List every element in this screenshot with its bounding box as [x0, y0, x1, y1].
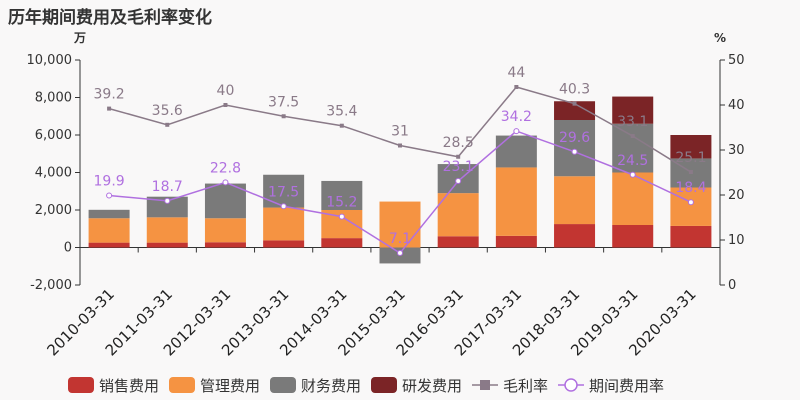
left-axis-unit: 万	[73, 31, 86, 45]
expense-rate-label: 23.1	[443, 159, 474, 175]
legend-swatch	[169, 377, 195, 393]
bar-segment	[496, 236, 537, 248]
bar-segment	[263, 240, 304, 247]
gross-margin-point	[689, 170, 693, 174]
gross-margin-label: 35.4	[326, 104, 357, 120]
legend-marker	[565, 379, 577, 391]
gross-margin-point	[514, 85, 518, 89]
right-tick-label: 10	[728, 233, 745, 248]
left-tick-label: 0	[64, 241, 72, 256]
bar-segment	[89, 210, 130, 218]
right-axis-unit: %	[714, 31, 726, 45]
expense-rate-label: 34.2	[501, 109, 532, 125]
bar-segment	[147, 243, 188, 248]
bar-segment	[670, 226, 711, 248]
expense-rate-point	[456, 179, 461, 184]
legend-swatch	[270, 377, 296, 393]
bar-segment	[205, 218, 246, 242]
expense-rate-point	[223, 180, 228, 185]
right-tick-label: 20	[728, 188, 745, 203]
expense-rate-point	[281, 204, 286, 209]
bar-segment	[89, 218, 130, 242]
gross-margin-label: 40	[217, 83, 235, 99]
bar-segment	[147, 217, 188, 242]
bar-segment	[554, 120, 595, 176]
gross-margin-label: 33.1	[617, 114, 648, 130]
gross-margin-label: 40.3	[559, 82, 590, 98]
bar-segment	[496, 136, 537, 168]
gross-margin-label: 28.5	[443, 135, 474, 151]
gross-margin-label: 39.2	[94, 87, 125, 103]
expense-rate-point	[630, 172, 635, 177]
left-tick-label: -2,000	[30, 278, 72, 293]
expense-rate-point	[514, 129, 519, 134]
expense-rate-point	[107, 193, 112, 198]
legend-label: 毛利率	[503, 377, 548, 395]
gross-margin-label: 25.1	[675, 150, 706, 166]
expense-rate-label: 17.5	[268, 184, 299, 200]
bar-segment	[205, 242, 246, 247]
expense-rate-point	[398, 251, 403, 256]
bar-segment	[263, 208, 304, 241]
expense-rate-label: 18.7	[152, 179, 183, 195]
expense-rate-label: 15.2	[326, 195, 357, 211]
right-tick-label: 0	[728, 278, 736, 293]
gross-margin-point	[107, 107, 111, 111]
right-tick-label: 50	[728, 53, 745, 68]
bar-segment	[554, 176, 595, 224]
gross-margin-point	[340, 124, 344, 128]
expense-rate-point	[165, 198, 170, 203]
left-tick-label: 2,000	[35, 203, 72, 218]
legend-label: 研发费用	[402, 377, 462, 395]
legend-swatch	[371, 377, 397, 393]
gross-margin-point	[631, 134, 635, 138]
bar-segment	[438, 236, 479, 247]
bar-segment	[496, 167, 537, 235]
bar-segment	[612, 225, 653, 248]
legend-label: 期间费用率	[589, 377, 664, 395]
bar-segment	[89, 243, 130, 248]
legend-label: 销售费用	[99, 377, 159, 395]
gross-margin-label: 35.6	[152, 103, 183, 119]
bar-segment	[554, 224, 595, 247]
left-tick-label: 6,000	[35, 128, 72, 143]
bar-segment	[612, 173, 653, 226]
expense-rate-label: 29.6	[559, 130, 590, 146]
right-tick-label: 40	[728, 98, 745, 113]
gross-margin-point	[398, 144, 402, 148]
expense-rate-label: 24.5	[617, 153, 648, 169]
expense-rate-point	[339, 214, 344, 219]
expense-rate-point	[688, 200, 693, 205]
left-tick-label: 4,000	[35, 166, 72, 181]
legend-label: 财务费用	[301, 377, 361, 395]
left-tick-label: 10,000	[27, 53, 73, 68]
legend-marker	[480, 380, 490, 390]
expense-rate-label: 7.1	[389, 231, 411, 247]
legend-swatch	[68, 377, 94, 393]
expense-rate-label: 22.8	[210, 160, 241, 176]
legend-label: 管理费用	[200, 377, 260, 395]
gross-margin-point	[282, 114, 286, 118]
gross-margin-point	[165, 123, 169, 127]
gross-margin-label: 37.5	[268, 94, 299, 110]
expense-rate-label: 19.9	[94, 173, 125, 189]
gross-margin-label: 31	[391, 124, 409, 140]
expense-rate-label: 18.4	[675, 180, 706, 196]
expense-rate-point	[572, 149, 577, 154]
bar-segment	[321, 238, 362, 247]
gross-margin-point	[223, 103, 227, 107]
gross-margin-point	[573, 102, 577, 106]
left-tick-label: 8,000	[35, 91, 72, 106]
right-tick-label: 30	[728, 143, 745, 158]
gross-margin-label: 44	[507, 65, 525, 81]
